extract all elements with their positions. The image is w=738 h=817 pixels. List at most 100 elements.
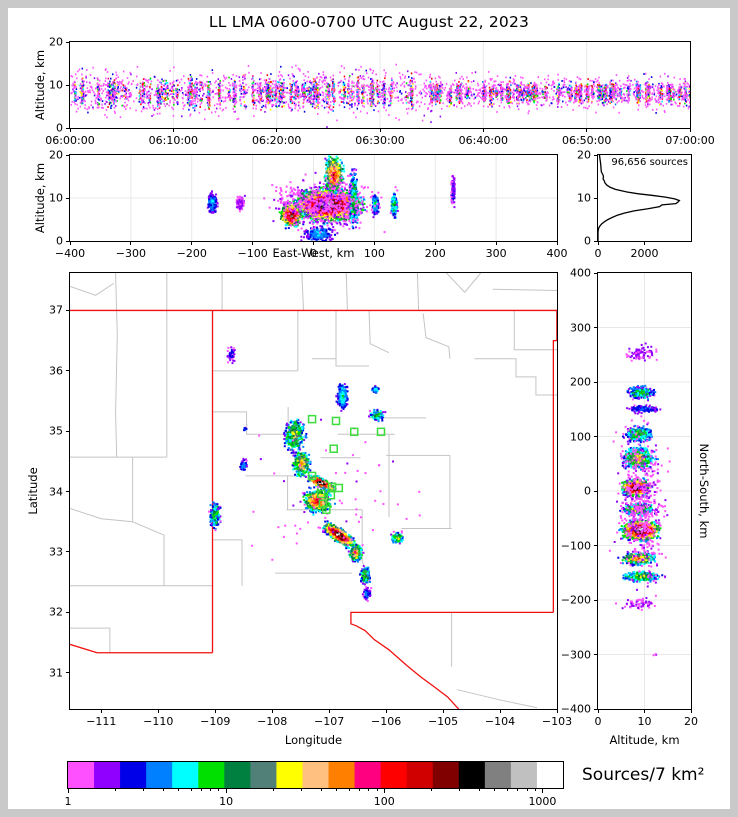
tick-label: 1 [64, 795, 72, 808]
axis-tick [379, 128, 381, 132]
plan-view-map-canvas [70, 273, 557, 709]
axis-tick [100, 709, 102, 713]
axis-tick [376, 788, 378, 791]
tick-label: 37 [49, 303, 63, 317]
axis-tick [442, 709, 444, 713]
axis-tick [271, 709, 273, 713]
axis-tick [690, 709, 692, 713]
axis-tick [115, 788, 117, 791]
eastwest-panel-xlabel: East-West, km [272, 246, 355, 260]
axis-tick [494, 788, 496, 791]
tick-label: 06:50:00 [561, 134, 612, 147]
axis-tick [534, 788, 536, 791]
axis-tick [66, 430, 70, 432]
tick-label: 20 [49, 35, 63, 49]
tick-label: 200 [424, 247, 446, 260]
axis-tick [594, 599, 598, 601]
tick-label: −110 [143, 715, 174, 728]
tick-label: 10 [49, 191, 63, 205]
axis-tick [66, 672, 70, 674]
tick-label: 0 [594, 715, 602, 728]
axis-tick [689, 128, 691, 132]
map-panel-xlabel: Longitude [284, 733, 343, 747]
axis-tick [359, 788, 361, 791]
axis-tick [506, 788, 508, 791]
axis-tick [594, 327, 598, 328]
axis-tick [556, 709, 558, 713]
axis-tick [130, 241, 132, 245]
axis-tick [157, 709, 159, 713]
axis-tick [459, 788, 461, 791]
axis-tick [66, 127, 70, 129]
northsouth-altitude-canvas [598, 273, 691, 709]
tick-label: −107 [314, 715, 345, 728]
figure-title: LL LMA 0600-0700 UTC August 22, 2023 [208, 13, 530, 31]
axis-tick [336, 788, 338, 791]
eastwest-altitude-panel [69, 154, 558, 242]
altitude-histogram-panel: 96,656 sources [597, 154, 692, 242]
tick-label: −200 [176, 247, 207, 260]
tick-label: 06:30:00 [355, 134, 405, 147]
axis-tick [273, 788, 275, 791]
colorbar-title: Sources/7 km² [582, 765, 705, 785]
axis-tick [517, 788, 519, 791]
axis-tick [162, 788, 164, 791]
tick-label: 20 [684, 715, 698, 728]
axis-tick [328, 709, 330, 713]
tick-label: 400 [546, 247, 568, 260]
axis-tick [644, 709, 645, 713]
tick-label: 07:00:00 [665, 134, 715, 147]
axis-tick [594, 154, 598, 156]
axis-tick [482, 128, 484, 132]
axis-tick [66, 611, 70, 613]
tick-label: 33 [49, 545, 63, 559]
tick-label: −200 [560, 593, 591, 607]
source-count-label: 96,656 sources [611, 157, 688, 168]
tick-label: −300 [560, 648, 591, 661]
axis-tick [214, 709, 216, 713]
axis-tick [276, 128, 278, 132]
axis-tick [586, 128, 588, 132]
northsouth-panel-ylabel: North-South, km [697, 443, 711, 539]
eastwest-altitude-canvas [70, 155, 557, 241]
axis-tick [66, 197, 70, 199]
northsouth-altitude-panel [597, 272, 692, 710]
altitude-histogram-canvas [598, 155, 691, 241]
axis-tick [431, 788, 433, 791]
tick-label: −109 [200, 715, 231, 728]
tick-label: 100 [570, 430, 591, 443]
axis-tick [67, 788, 69, 793]
tick-label: 0 [584, 484, 591, 498]
axis-tick [499, 709, 501, 713]
tick-label: −103 [541, 715, 573, 728]
tick-label: 06:00:00 [45, 134, 95, 147]
axis-tick [210, 788, 212, 791]
axis-tick [556, 241, 558, 245]
tick-label: −105 [427, 715, 459, 728]
axis-tick [320, 788, 322, 791]
northsouth-panel-xlabel: Altitude, km [609, 733, 680, 747]
tick-label: 300 [570, 321, 591, 334]
axis-tick [597, 709, 599, 713]
tick-label: 0 [594, 247, 602, 260]
time-panel-ylabel: Altitude, km [33, 49, 47, 121]
axis-tick [225, 788, 227, 793]
tick-label: 1000 [528, 795, 557, 808]
axis-tick [594, 654, 598, 655]
tick-label: −300 [115, 247, 146, 260]
axis-tick [644, 241, 645, 245]
axis-tick [252, 241, 254, 245]
tick-label: 32 [49, 605, 63, 619]
axis-tick [373, 241, 375, 245]
axis-tick [597, 241, 599, 245]
tick-label: 200 [570, 375, 591, 389]
tick-label: −104 [484, 715, 516, 728]
axis-tick [66, 551, 70, 553]
tick-label: −100 [560, 539, 591, 552]
axis-tick [66, 309, 70, 311]
tick-label: −400 [560, 702, 591, 716]
tick-label: 31 [49, 666, 63, 680]
axis-tick [594, 545, 598, 546]
colorbar [67, 761, 564, 789]
